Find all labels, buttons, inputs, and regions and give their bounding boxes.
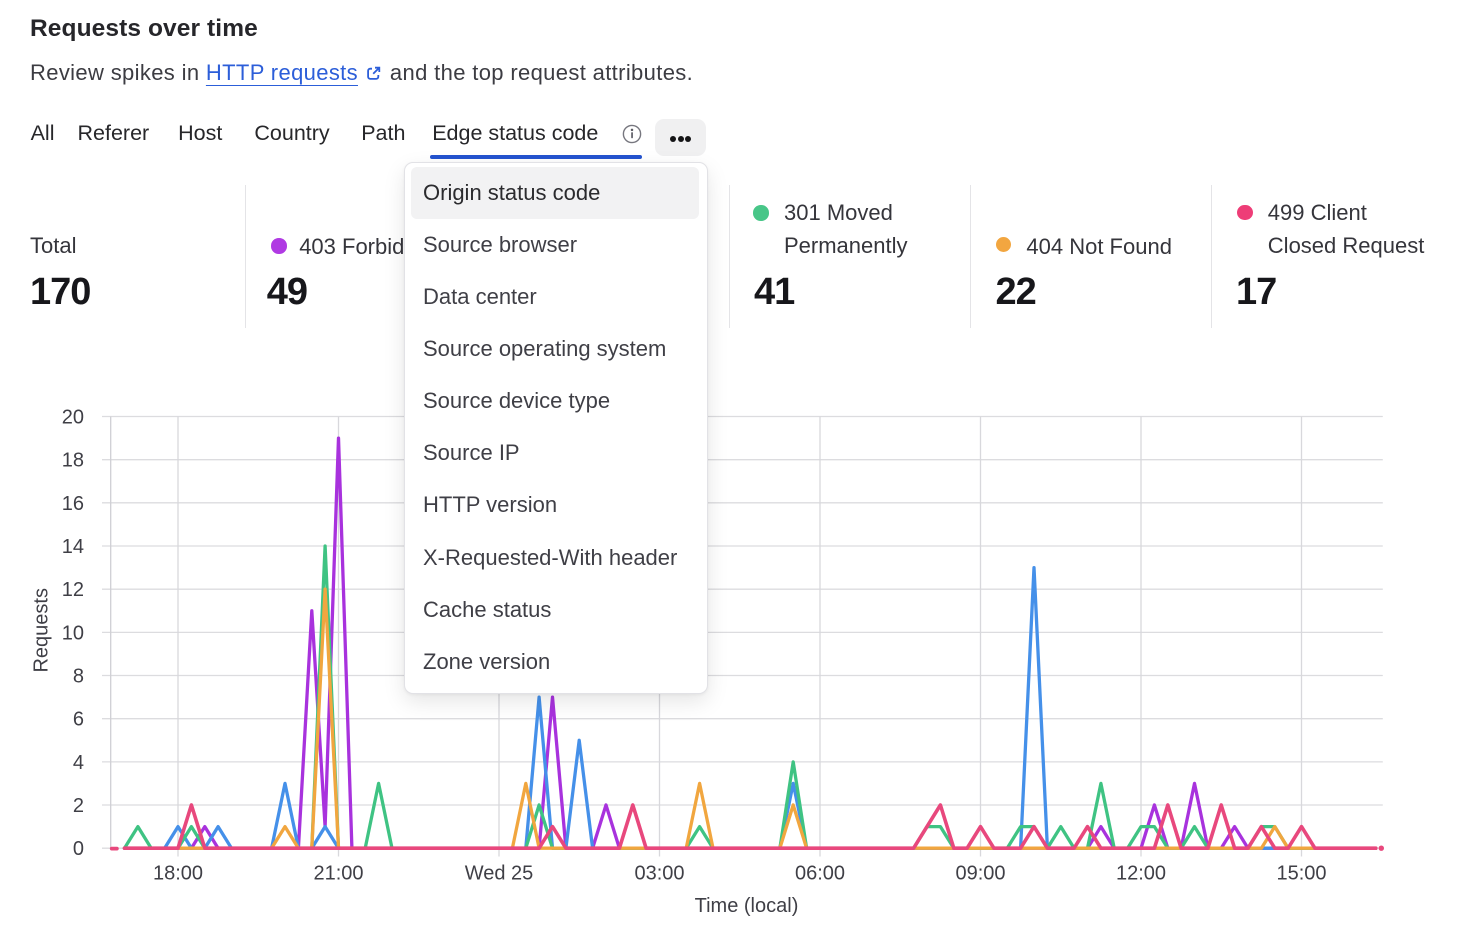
svg-text:14: 14 [62, 536, 84, 558]
svg-text:18:00: 18:00 [153, 863, 203, 885]
svg-text:09:00: 09:00 [955, 863, 1005, 885]
svg-text:0: 0 [73, 838, 84, 860]
svg-text:6: 6 [73, 709, 84, 731]
svg-text:2: 2 [73, 795, 84, 817]
svg-text:Requests: Requests [31, 588, 53, 673]
svg-text:21:00: 21:00 [313, 863, 363, 885]
svg-text:4: 4 [73, 752, 84, 774]
svg-text:12:00: 12:00 [1116, 863, 1166, 885]
svg-text:20: 20 [62, 407, 84, 429]
svg-text:06:00: 06:00 [795, 863, 845, 885]
svg-text:Wed 25: Wed 25 [465, 863, 534, 885]
svg-text:16: 16 [62, 493, 84, 515]
svg-text:Time (local): Time (local) [695, 895, 799, 917]
svg-text:12: 12 [62, 579, 84, 601]
svg-text:18: 18 [62, 450, 84, 472]
svg-text:8: 8 [73, 666, 84, 688]
svg-text:15:00: 15:00 [1276, 863, 1326, 885]
svg-text:03:00: 03:00 [634, 863, 684, 885]
svg-text:10: 10 [62, 622, 84, 644]
